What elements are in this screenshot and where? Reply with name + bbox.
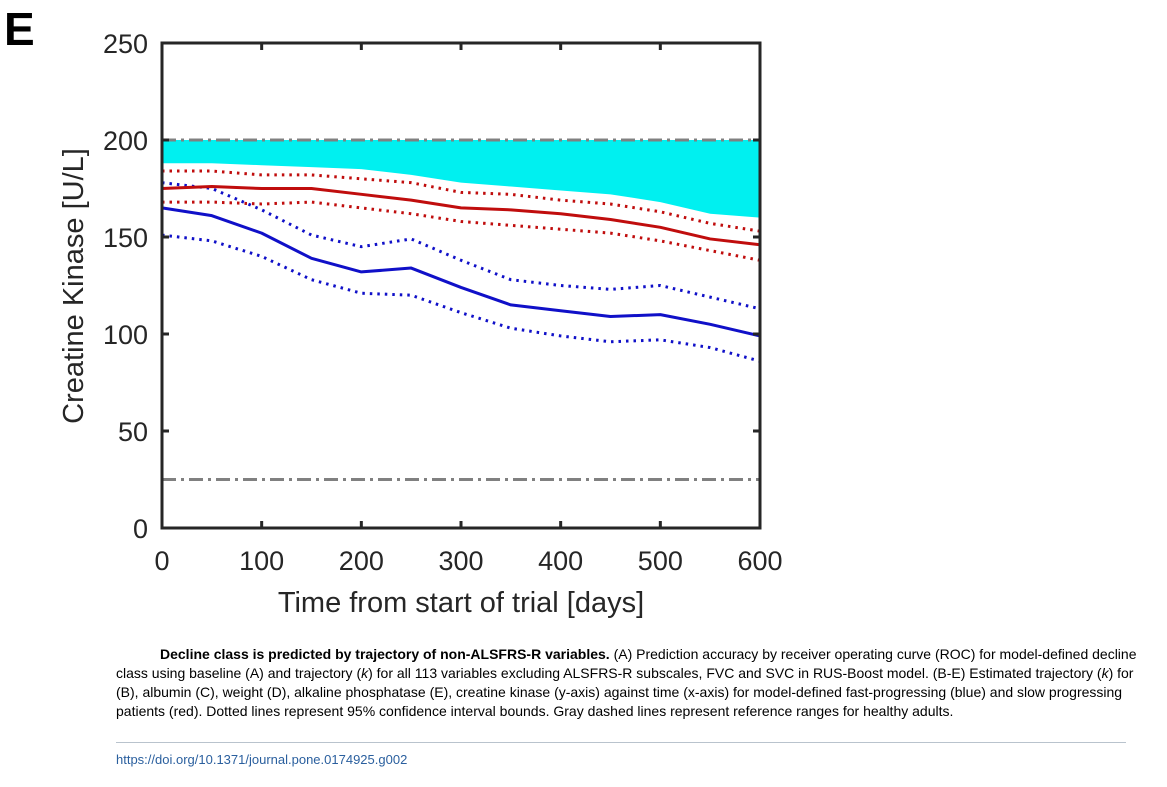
ticks-layer: 0 100 200 300 400 500 600 0 50 100 150 200 250 bbox=[103, 29, 783, 576]
x-tick-label: 300 bbox=[438, 546, 483, 576]
caption-text-1: (A) Prediction accuracy by receiver oper… bbox=[116, 646, 1137, 681]
caption-k-1: k bbox=[361, 665, 369, 681]
x-tick-label: 200 bbox=[339, 546, 384, 576]
highlight-band bbox=[162, 140, 760, 218]
plot-frame bbox=[160, 41, 762, 530]
reference-lines-layer bbox=[162, 138, 760, 481]
y-tick-label: 100 bbox=[103, 320, 148, 350]
highlight-band-layer bbox=[162, 140, 760, 218]
series-line-fast-lower bbox=[161, 233, 761, 363]
caption-divider bbox=[116, 742, 1126, 743]
series-line-slow-upper bbox=[162, 169, 761, 233]
y-tick-label: 250 bbox=[103, 29, 148, 59]
x-tick-label: 500 bbox=[638, 546, 683, 576]
series-line-fast-upper bbox=[161, 181, 761, 311]
y-axis-label: Creatine Kinase [U/L] bbox=[58, 148, 90, 424]
series-line-fast-mean bbox=[161, 206, 761, 338]
x-tick-label: 600 bbox=[737, 546, 782, 576]
y-tick-label: 150 bbox=[103, 223, 148, 253]
x-axis-label: Time from start of trial [days] bbox=[278, 587, 644, 619]
caption-text-3: ) for (B), albumin (C), weight (D), alka… bbox=[116, 665, 1134, 719]
x-tick-label: 0 bbox=[154, 546, 169, 576]
x-tick-label: 400 bbox=[538, 546, 583, 576]
series-layer bbox=[161, 169, 761, 363]
y-tick-label: 0 bbox=[133, 514, 148, 544]
y-tick-label: 200 bbox=[103, 126, 148, 156]
series-line-slow-lower bbox=[162, 200, 761, 262]
panel-label: E bbox=[4, 3, 35, 55]
doi-link[interactable]: https://doi.org/10.1371/journal.pone.017… bbox=[116, 752, 408, 767]
x-tick-label: 100 bbox=[239, 546, 284, 576]
caption-k-2: k bbox=[1101, 665, 1109, 681]
series-line-slow-mean bbox=[161, 185, 761, 247]
y-tick-label: 50 bbox=[118, 417, 148, 447]
caption-title: Decline class is predicted by trajectory… bbox=[160, 646, 610, 662]
chart: 0 100 200 300 400 500 600 0 50 100 150 200 250 Time … bbox=[58, 29, 783, 619]
figure-caption: Decline class is predicted by trajectory… bbox=[116, 645, 1146, 721]
caption-text-2: ) for all 113 variables excluding ALSFRS… bbox=[368, 665, 1102, 681]
